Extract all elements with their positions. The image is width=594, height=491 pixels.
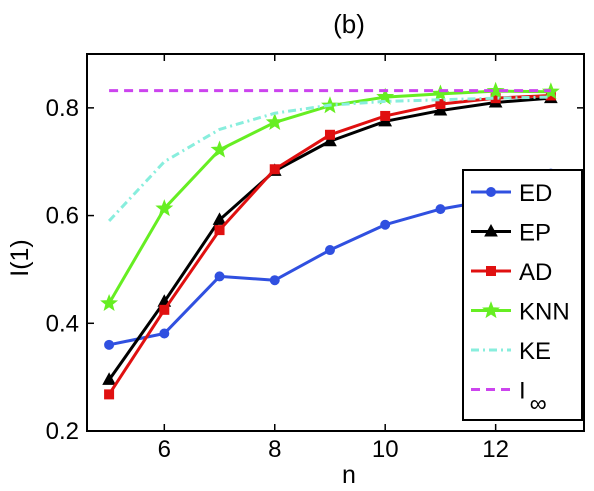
series-line-ke [107,95,551,222]
y-axis-label: I(1) [6,239,34,277]
x-tick-label: 12 [482,436,509,463]
point-knn-12 [486,81,505,99]
legend-box [462,169,583,421]
point-ed-5 [104,339,115,350]
point-knn-6 [155,199,174,217]
point-knn-5 [100,293,119,311]
legend-label-ad: AD [519,259,552,286]
point-ed-9 [324,245,335,256]
chart-title: (b) [333,9,365,39]
legend-item-ke: KE [471,338,551,365]
legend-label-ed: ED [519,180,552,207]
x-axis-label: n [342,461,356,489]
legend-item-ad: AD [471,259,552,286]
axis-layer: 6 8 10 12 0.2 0.4 0.6 0.8 [46,53,585,463]
point-ed-7 [214,271,225,282]
x-tick-label: 8 [268,436,281,463]
point-ep-5 [102,372,116,385]
series-ke [107,95,551,222]
point-ed-10 [380,219,391,230]
legend-item-knn: KNN [471,299,570,326]
legend-item-ed: ED [471,180,552,207]
legend-marker-ep [484,223,498,237]
point-ad-7 [214,225,225,236]
y-tick-label: 0.8 [46,95,79,122]
point-ep-9 [323,133,337,147]
legend-label-subscript: ∞ [530,391,547,418]
point-ad-10 [380,110,391,121]
legend-label-ke: KE [519,338,551,365]
y-tick-label: 0.6 [46,203,79,230]
point-knn-8 [265,112,284,131]
point-ad-6 [159,304,170,315]
point-ep-7 [212,212,227,225]
point-ed-8 [269,275,280,286]
point-ad-8 [269,164,280,175]
point-ad-11 [435,99,446,110]
point-ed-6 [159,328,170,339]
x-tick-label: 10 [372,436,399,463]
legend-item-ep: EP [471,220,551,247]
legend-marker-ed [486,187,496,197]
x-tick-label: 6 [158,436,171,463]
point-ed-11 [435,204,446,215]
plot-frame [86,53,585,432]
legend-marker-knn [482,301,500,319]
series-layer [100,81,560,400]
point-ep-11 [433,103,448,116]
legend-marker-ad [486,266,496,276]
y-tick-label: 0.2 [46,418,79,445]
legend-label-knn: KNN [519,299,570,326]
point-ad-9 [324,129,335,140]
point-knn-7 [210,140,229,158]
legend-label-ep: EP [519,220,551,247]
y-tick-label: 0.4 [46,310,79,337]
point-ad-5 [104,389,115,400]
